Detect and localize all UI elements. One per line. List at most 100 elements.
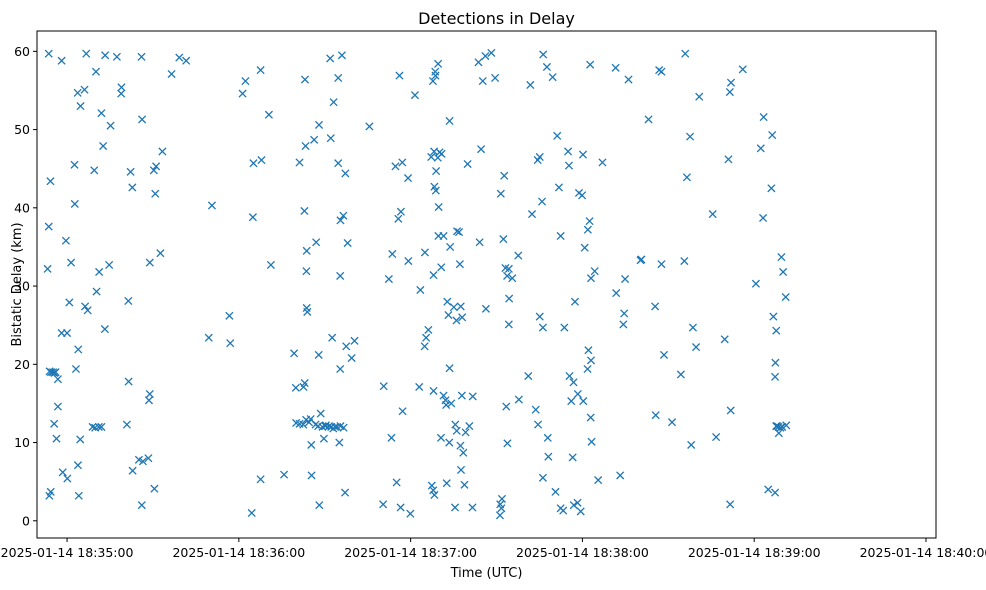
data-point	[145, 258, 154, 267]
data-point	[314, 350, 323, 359]
x-marker	[429, 271, 438, 280]
data-point	[91, 67, 101, 76]
data-point	[726, 500, 735, 509]
data-point	[583, 225, 592, 234]
data-point	[301, 141, 310, 151]
x-marker	[299, 420, 308, 429]
data-point	[514, 395, 523, 404]
data-point	[95, 267, 104, 277]
data-point	[137, 52, 146, 61]
data-point	[461, 428, 470, 437]
x-marker	[387, 433, 396, 442]
x-marker	[450, 503, 460, 512]
x-marker	[772, 326, 781, 335]
x-marker	[537, 197, 547, 206]
x-marker	[769, 312, 778, 321]
data-point	[99, 141, 108, 151]
data-point	[535, 152, 544, 162]
x-tick-label-2: 2025-01-14 18:37:00	[344, 545, 477, 560]
data-point	[334, 73, 343, 83]
data-point	[156, 249, 165, 258]
data-point	[339, 211, 348, 220]
data-point	[576, 507, 585, 516]
x-marker	[150, 484, 159, 493]
data-point	[336, 364, 345, 374]
chart-title: Detections in Delay	[418, 9, 575, 28]
data-point	[83, 306, 92, 315]
data-point	[124, 377, 133, 386]
x-marker	[477, 145, 486, 154]
x-marker	[44, 222, 53, 231]
data-point	[138, 457, 147, 466]
x-marker	[321, 421, 330, 430]
data-point	[395, 71, 404, 80]
x-marker	[475, 238, 484, 247]
data-point	[445, 364, 454, 373]
data-point	[569, 501, 578, 510]
data-point	[150, 484, 159, 493]
x-marker	[437, 263, 446, 272]
data-point	[175, 53, 184, 62]
x-marker	[542, 62, 551, 72]
x-marker	[461, 428, 470, 437]
data-point	[456, 302, 465, 311]
x-marker	[695, 92, 704, 101]
x-marker	[326, 54, 335, 63]
data-point	[682, 173, 691, 182]
x-marker	[248, 213, 257, 222]
data-point	[326, 54, 335, 63]
x-marker	[651, 411, 660, 420]
x-marker	[442, 400, 451, 410]
x-marker	[551, 487, 560, 496]
x-marker	[302, 246, 311, 255]
x-marker	[307, 471, 316, 480]
x-marker	[756, 144, 765, 153]
data-point	[695, 92, 704, 101]
x-marker	[781, 292, 790, 302]
x-marker	[445, 438, 454, 447]
x-marker	[499, 235, 508, 244]
x-marker	[535, 152, 544, 162]
data-point	[249, 159, 258, 168]
data-point	[657, 67, 666, 76]
data-point	[97, 109, 106, 118]
y-tick-label-0: 0	[22, 513, 30, 528]
data-point	[427, 152, 436, 162]
x-marker	[688, 323, 697, 332]
x-marker	[774, 429, 783, 438]
data-point	[497, 504, 506, 513]
x-marker	[738, 65, 747, 74]
x-marker	[396, 207, 405, 216]
x-marker	[568, 453, 577, 462]
data-point	[76, 102, 85, 111]
x-marker	[167, 69, 176, 79]
data-point	[328, 333, 337, 342]
data-point	[63, 328, 72, 338]
x-marker	[63, 328, 72, 338]
x-marker	[503, 439, 512, 448]
data-point	[767, 184, 776, 193]
data-point	[764, 485, 773, 494]
data-point	[777, 253, 786, 262]
data-point	[774, 422, 783, 431]
x-marker	[290, 349, 299, 358]
data-point	[256, 475, 265, 484]
data-point	[406, 509, 415, 518]
x-marker	[447, 399, 456, 408]
data-point	[569, 378, 578, 387]
data-point	[53, 402, 62, 411]
data-point	[544, 452, 553, 461]
x-marker	[207, 201, 216, 210]
data-point	[204, 333, 213, 342]
data-point	[74, 491, 83, 500]
x-marker	[65, 298, 74, 307]
data-point	[343, 238, 352, 248]
data-point	[51, 368, 60, 377]
data-point	[71, 364, 80, 374]
data-point	[611, 63, 620, 72]
data-point	[424, 325, 433, 334]
data-point	[651, 302, 660, 311]
data-point	[500, 171, 509, 180]
x-marker	[74, 491, 83, 500]
